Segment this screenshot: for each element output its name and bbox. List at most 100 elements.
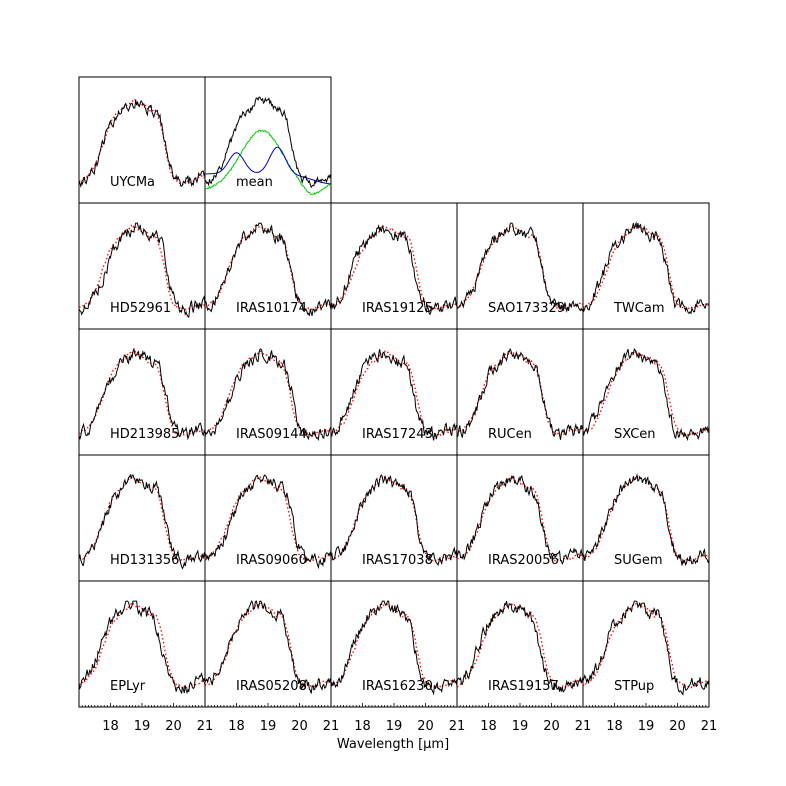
panel-label: IRAS19125 bbox=[362, 301, 433, 316]
x-tick-label: 20 bbox=[165, 719, 182, 734]
series-observed bbox=[331, 600, 457, 696]
panel-RUCen: RUCen bbox=[456, 328, 584, 456]
series-template bbox=[205, 350, 331, 438]
panel-label: IRAS05208 bbox=[236, 679, 307, 694]
x-tick-label: 21 bbox=[197, 719, 214, 734]
series-template bbox=[79, 98, 205, 186]
panel-SAO173329: SAO173329 bbox=[456, 202, 584, 330]
x-tick-label: 20 bbox=[417, 719, 434, 734]
x-tick-label: 18 bbox=[480, 719, 497, 734]
series-observed bbox=[457, 222, 583, 313]
panel-label: IRAS09144 bbox=[236, 427, 307, 442]
x-tick-label: 18 bbox=[102, 719, 119, 734]
panel-IRAS17243: IRAS17243 bbox=[330, 328, 458, 456]
panel-label: IRAS16230 bbox=[362, 679, 433, 694]
series-template bbox=[583, 350, 709, 438]
panel-IRAS16230: IRAS16230 bbox=[330, 580, 458, 708]
series-mean bbox=[205, 96, 331, 189]
series-observed bbox=[79, 347, 205, 441]
panel-label: IRAS19157 bbox=[488, 679, 559, 694]
panel-TWCam: TWCam bbox=[582, 202, 710, 330]
panel-label: UYCMa bbox=[110, 175, 155, 190]
panel-HD131356: HD131356 bbox=[78, 454, 206, 582]
series-observed bbox=[583, 221, 709, 315]
panel-label: HD52961 bbox=[110, 301, 171, 316]
panels-layer: UYCMa mean HD52961 IRAS10174 IRAS19125 SAO173… bbox=[78, 76, 710, 708]
x-tick-label: 21 bbox=[575, 719, 592, 734]
series-template bbox=[79, 476, 205, 562]
x-axis-layer: 18 19 20 21 18 19 20 21 18 19 20 21 18 19 20 21 18 19 20 21 bbox=[78, 703, 718, 734]
series-template bbox=[457, 475, 583, 562]
panel-IRAS10174: IRAS10174 bbox=[204, 202, 332, 330]
series-observed bbox=[205, 348, 331, 442]
series-observed bbox=[457, 600, 583, 693]
panel-IRAS17038: IRAS17038 bbox=[330, 454, 458, 582]
x-tick-label: 18 bbox=[354, 719, 371, 734]
panel-label: mean bbox=[236, 175, 273, 190]
panel-label: HD131356 bbox=[110, 553, 179, 568]
panel-SXCen: SXCen bbox=[582, 328, 710, 456]
panel-label: IRAS10174 bbox=[236, 301, 307, 316]
x-tick-label: 19 bbox=[260, 719, 277, 734]
panel-IRAS20056: IRAS20056 bbox=[456, 454, 584, 582]
panel-IRAS09060: IRAS09060 bbox=[204, 454, 332, 582]
panel-label: EPLyr bbox=[110, 679, 146, 694]
x-tick-label: 21 bbox=[701, 719, 718, 734]
series-observed bbox=[457, 474, 583, 566]
series-observed bbox=[331, 224, 457, 316]
series-template bbox=[331, 475, 457, 563]
x-axis-label: Wavelength [μm] bbox=[337, 737, 449, 752]
series-template bbox=[205, 224, 331, 311]
series-mean-component-2 bbox=[205, 146, 331, 185]
panel-UYCMa: UYCMa bbox=[78, 76, 206, 204]
panel-IRAS19125: IRAS19125 bbox=[330, 202, 458, 330]
series-observed bbox=[205, 599, 331, 694]
series-observed bbox=[205, 222, 331, 316]
series-template bbox=[79, 349, 205, 437]
x-tick-label: 19 bbox=[638, 719, 655, 734]
x-tick-label: 21 bbox=[449, 719, 466, 734]
x-tick-label: 18 bbox=[228, 719, 245, 734]
panel-label: IRAS17038 bbox=[362, 553, 433, 568]
panel-label: HD213985 bbox=[110, 427, 179, 442]
panel-HD52961: HD52961 bbox=[78, 202, 206, 330]
series-template bbox=[583, 475, 709, 563]
panel-label: SUGem bbox=[614, 553, 663, 568]
panel-label: STPup bbox=[614, 679, 654, 694]
panel-IRAS19157: IRAS19157 bbox=[456, 580, 584, 708]
panel-STPup: STPup bbox=[582, 580, 710, 708]
panel-label: SAO173329 bbox=[488, 301, 565, 316]
series-observed bbox=[331, 474, 457, 567]
panel-IRAS05208: IRAS05208 bbox=[204, 580, 332, 708]
series-template bbox=[331, 602, 457, 689]
panel-SUGem: SUGem bbox=[582, 454, 710, 582]
series-template bbox=[205, 475, 331, 563]
series-template bbox=[331, 225, 457, 311]
x-tick-label: 21 bbox=[323, 719, 340, 734]
panel-EPLyr: EPLyr bbox=[78, 580, 206, 708]
series-template bbox=[205, 602, 331, 688]
panel-label: IRAS09060 bbox=[236, 553, 307, 568]
x-tick-label: 20 bbox=[291, 719, 308, 734]
panel-label: IRAS17243 bbox=[362, 427, 433, 442]
series-template bbox=[79, 223, 205, 311]
series-observed bbox=[205, 474, 331, 570]
series-observed bbox=[79, 222, 205, 318]
series-observed bbox=[331, 349, 457, 441]
series-observed bbox=[583, 473, 709, 567]
series-template bbox=[457, 351, 583, 437]
series-template bbox=[583, 602, 709, 689]
x-tick-label: 19 bbox=[512, 719, 529, 734]
series-observed bbox=[79, 473, 205, 570]
x-tick-label: 19 bbox=[134, 719, 151, 734]
series-observed bbox=[583, 348, 709, 442]
x-tick-label: 19 bbox=[386, 719, 403, 734]
series-template bbox=[331, 349, 457, 437]
panel-IRAS09144: IRAS09144 bbox=[204, 328, 332, 456]
series-observed bbox=[79, 600, 205, 695]
series-template bbox=[457, 224, 583, 311]
series-observed bbox=[583, 600, 709, 696]
panel-label: IRAS20056 bbox=[488, 553, 559, 568]
series-mean-component-1 bbox=[205, 129, 331, 196]
panel-mean: mean bbox=[204, 76, 332, 204]
